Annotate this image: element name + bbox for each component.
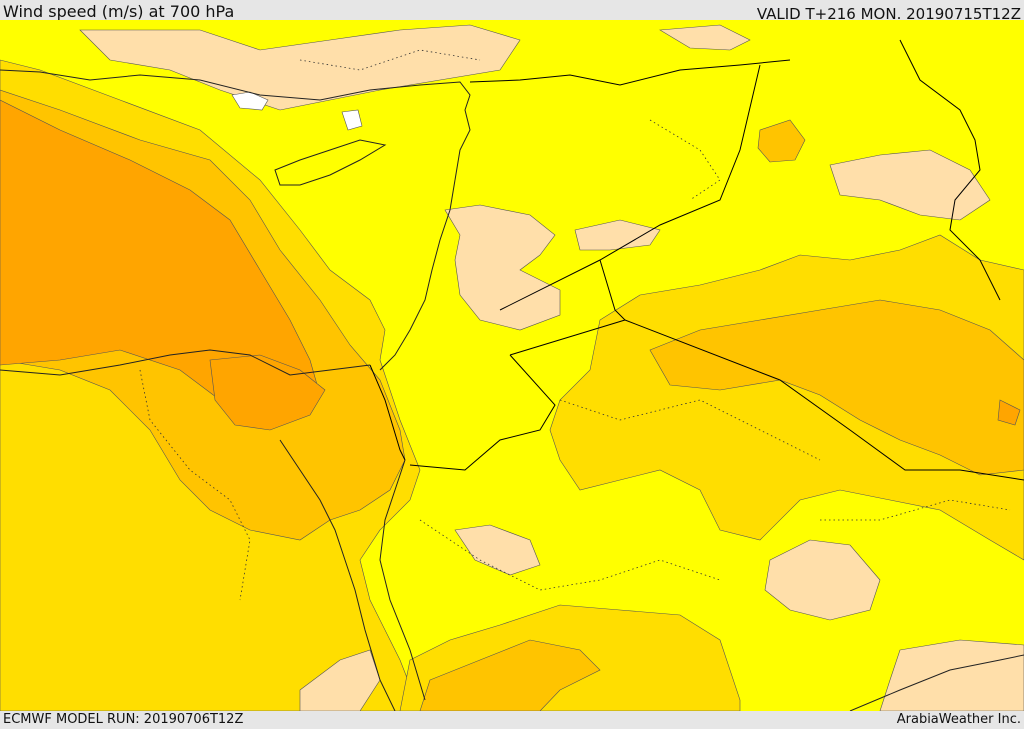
patch-gulf xyxy=(879,639,1024,711)
patch-iraq-west xyxy=(574,219,661,251)
model-run: ECMWF MODEL RUN: 20190706T12Z xyxy=(3,712,244,727)
coastlines xyxy=(0,69,1024,711)
field-band-12-south xyxy=(419,639,601,711)
admin-turkey xyxy=(299,49,481,71)
map-footer: ECMWF MODEL RUN: 20190706T12Z ArabiaWeat… xyxy=(0,711,1024,729)
coast-red-sea-east xyxy=(379,459,426,701)
patch-saudi-east xyxy=(764,539,881,621)
patch-cyprus-sea xyxy=(757,119,806,163)
border-jordan-iraq xyxy=(509,259,626,356)
border-syria-iraq xyxy=(499,64,761,311)
admin-lines xyxy=(139,49,1011,601)
border-syria-turkey xyxy=(469,59,791,86)
map-header: Wind speed (m/s) at 700 hPa VALID T+216 … xyxy=(0,0,1024,23)
field-band-5 xyxy=(79,24,1024,711)
border-iraq-iran xyxy=(899,39,1001,301)
coast-levant xyxy=(379,179,456,371)
border-egypt-sinai xyxy=(369,364,406,461)
patch-jordan-north xyxy=(444,204,561,331)
field-band-15-east xyxy=(997,399,1021,426)
patch-white-turkey-2 xyxy=(341,109,363,131)
coast-turkey xyxy=(0,69,471,181)
patch-saudi-central xyxy=(454,524,541,576)
country-borders xyxy=(369,39,1024,481)
patch-anatolia-east xyxy=(659,24,751,51)
wind-speed-map xyxy=(0,20,1024,711)
coast-gulf xyxy=(849,654,1024,711)
coast-egypt xyxy=(0,349,371,376)
patch-white-turkey xyxy=(231,91,269,111)
border-jordan-saudi xyxy=(409,354,556,471)
admin-east xyxy=(820,499,1011,521)
map-title: Wind speed (m/s) at 700 hPa xyxy=(3,2,235,21)
publisher-credit: ArabiaWeather Inc. xyxy=(896,712,1021,727)
border-saudi-iraq xyxy=(624,319,1024,481)
coast-red-sea-west xyxy=(279,439,396,711)
field-band-12-east xyxy=(649,299,1024,476)
admin-egypt xyxy=(139,369,251,601)
field-below-5 xyxy=(231,91,363,131)
admin-saudi-1 xyxy=(559,399,821,461)
valid-time: VALID T+216 MON. 20190715T12Z xyxy=(756,5,1021,23)
patch-iraq-north xyxy=(829,149,991,221)
coast-cyprus xyxy=(274,139,387,186)
